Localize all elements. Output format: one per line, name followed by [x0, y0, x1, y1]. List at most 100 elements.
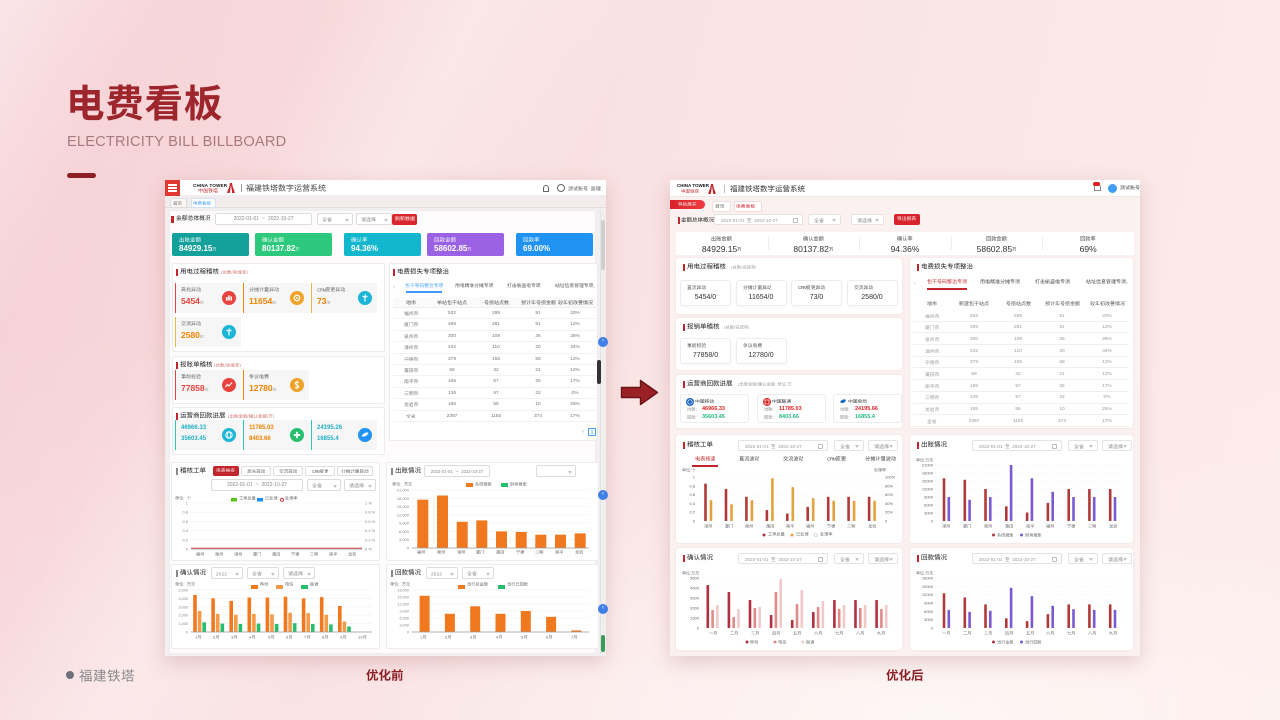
svg-text::: :: [690, 468, 691, 472]
svg-text:1 %: 1 %: [365, 501, 372, 506]
svg-text:1: 1: [195, 636, 197, 640]
svg-text:/: /: [741, 265, 743, 269]
svg-text:0: 0: [434, 571, 437, 576]
svg-text:9000: 9000: [924, 495, 934, 500]
svg-text:1000: 1000: [690, 616, 700, 621]
svg-text:80%: 80%: [885, 483, 893, 488]
svg-text:3000: 3000: [924, 511, 934, 516]
svg-text:4: 4: [496, 636, 499, 640]
svg-text:3,000: 3,000: [399, 537, 410, 542]
svg-text:): ): [748, 325, 749, 329]
svg-text:21,000: 21,000: [397, 488, 410, 493]
svg-text:3: 3: [470, 636, 472, 640]
svg-text:C: C: [312, 469, 315, 474]
svg-text:/: /: [231, 270, 233, 275]
svg-text:2: 2: [216, 571, 219, 576]
svg-text::: :: [773, 415, 774, 419]
svg-text:5: 5: [521, 636, 523, 640]
svg-text:6000: 6000: [924, 609, 934, 614]
svg-text:0.8 %: 0.8 %: [365, 510, 376, 515]
svg-text::: :: [690, 571, 691, 575]
svg-text:0: 0: [360, 636, 362, 640]
svg-text:7: 7: [304, 636, 306, 640]
svg-text:9000: 9000: [924, 601, 934, 606]
svg-text:(: (: [731, 265, 733, 269]
svg-text:12,000: 12,000: [397, 603, 409, 607]
svg-text:5,000: 5,000: [178, 589, 188, 593]
svg-text::: :: [696, 415, 697, 419]
svg-text:15,000: 15,000: [397, 504, 410, 509]
svg-text::: :: [183, 583, 184, 587]
svg-text::: :: [696, 407, 697, 411]
svg-text:C: C: [798, 285, 802, 290]
svg-text:0: 0: [885, 519, 888, 524]
svg-text:(: (: [724, 325, 726, 329]
svg-text:): ): [239, 363, 240, 368]
svg-text:4: 4: [249, 636, 252, 640]
svg-text:5: 5: [268, 636, 270, 640]
svg-text:0: 0: [186, 631, 188, 635]
svg-text:20%: 20%: [885, 510, 893, 515]
svg-text:21000: 21000: [922, 463, 934, 468]
svg-text:6: 6: [546, 636, 548, 640]
svg-text:0: 0: [407, 546, 410, 551]
svg-text::: :: [849, 407, 850, 411]
svg-text:0.4: 0.4: [689, 501, 695, 506]
svg-text:2: 2: [445, 636, 447, 640]
svg-text:12000: 12000: [922, 487, 934, 492]
svg-text:2: 2: [431, 571, 434, 576]
svg-text:100%: 100%: [885, 475, 896, 480]
svg-text:R: R: [830, 456, 834, 461]
svg-text:8: 8: [322, 636, 324, 640]
svg-text:/: /: [756, 382, 758, 386]
svg-text:1: 1: [186, 501, 189, 506]
svg-text:7: 7: [571, 636, 573, 640]
svg-text:5000: 5000: [690, 576, 700, 581]
svg-text:(: (: [738, 382, 740, 386]
svg-text:0.4 %: 0.4 %: [365, 528, 376, 533]
svg-text:18,000: 18,000: [397, 496, 410, 501]
svg-text:0: 0: [407, 631, 409, 635]
svg-text:0: 0: [693, 519, 696, 524]
svg-text::: :: [400, 483, 401, 487]
svg-text:0.2: 0.2: [182, 537, 188, 542]
svg-text:3,000: 3,000: [178, 605, 188, 609]
svg-text:0.8: 0.8: [182, 510, 188, 515]
svg-text:12000: 12000: [922, 592, 934, 597]
svg-text:M: M: [323, 287, 327, 292]
svg-text:9,000: 9,000: [399, 610, 409, 614]
svg-text:/: /: [247, 414, 249, 419]
svg-text:2: 2: [439, 571, 442, 576]
svg-text:18000: 18000: [922, 576, 934, 581]
svg-text:4000: 4000: [690, 586, 700, 591]
svg-text:12,000: 12,000: [397, 512, 410, 517]
svg-text::: :: [924, 571, 925, 575]
svg-text:0.6 %: 0.6 %: [365, 519, 376, 524]
svg-text:C: C: [827, 456, 831, 461]
svg-text::: :: [924, 458, 925, 462]
svg-text::: :: [183, 497, 184, 501]
svg-text::: :: [785, 382, 786, 386]
svg-text:0.4: 0.4: [182, 528, 188, 533]
svg-text:18,000: 18,000: [397, 589, 409, 593]
svg-text:60%: 60%: [885, 492, 893, 497]
svg-text:15,000: 15,000: [397, 596, 409, 600]
svg-text:0.2 %: 0.2 %: [365, 537, 376, 542]
svg-text:0.2: 0.2: [689, 510, 695, 515]
svg-text:1: 1: [420, 636, 422, 640]
svg-text:(: (: [214, 363, 216, 368]
svg-text:6,000: 6,000: [399, 529, 410, 534]
svg-text:3000: 3000: [924, 617, 934, 622]
svg-text:0: 0: [186, 547, 189, 552]
svg-text:M: M: [803, 285, 807, 290]
svg-text:1: 1: [693, 475, 696, 480]
svg-text:6000: 6000: [924, 503, 934, 508]
svg-text:M: M: [317, 469, 321, 474]
svg-text:9: 9: [340, 636, 342, 640]
svg-text:0: 0: [931, 626, 934, 631]
svg-text:2: 2: [224, 571, 227, 576]
svg-text:2: 2: [213, 636, 215, 640]
svg-text:0: 0: [697, 626, 700, 631]
svg-text:18000: 18000: [922, 471, 934, 476]
svg-text:R: R: [320, 287, 324, 292]
